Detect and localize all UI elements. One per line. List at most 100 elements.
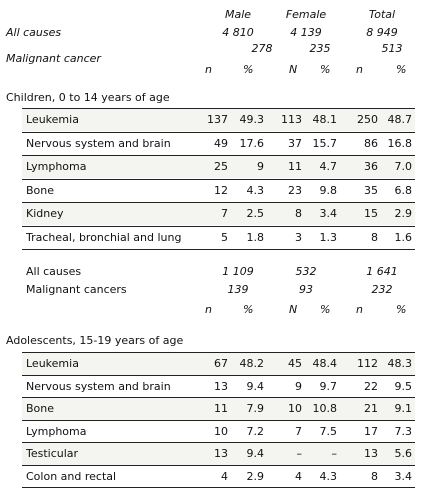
malignant-male: 278 <box>251 42 273 55</box>
row-value: 15 <box>364 207 378 220</box>
row-value: 9 <box>295 379 302 393</box>
mid-malignant-label: Malignant cancers <box>26 283 127 296</box>
row-value: 11 <box>214 402 228 415</box>
row-value: 5.6 <box>394 447 413 460</box>
row-value: 8 <box>371 469 378 483</box>
all-causes-female: 4 139 <box>290 26 322 39</box>
row-value: 48.3 <box>387 357 413 370</box>
row-value: 16.8 <box>387 136 413 150</box>
row-value: 23 <box>288 183 302 197</box>
row-value: 8 <box>371 230 378 244</box>
row-value: 9 <box>257 160 264 173</box>
row-value: 9.5 <box>394 379 413 393</box>
row-value: 13 <box>214 379 228 393</box>
male-header: Male <box>224 8 252 21</box>
row-value: 48.2 <box>239 357 265 370</box>
row-label: Testicular <box>26 447 79 460</box>
row-value: 22 <box>364 379 378 393</box>
col-pct-total: % <box>396 63 407 76</box>
row-value: 49 <box>214 136 228 150</box>
row-value: 4.7 <box>319 160 338 173</box>
row-value: 8 <box>295 207 302 220</box>
malignant-female: 235 <box>309 42 331 55</box>
table-row <box>22 109 415 131</box>
row-label: Bone <box>26 402 55 415</box>
mid-col-n-total: n <box>356 303 363 316</box>
row-value: 9.1 <box>394 402 413 415</box>
row-value: 13 <box>364 447 378 460</box>
row-label: Bone <box>26 183 55 197</box>
row-divider <box>22 178 415 180</box>
row-divider <box>22 155 415 156</box>
row-label: Lymphoma <box>26 160 87 173</box>
row-value: 9.4 <box>246 379 265 393</box>
row-value: 9.4 <box>246 447 265 460</box>
row-value: 49.3 <box>239 113 265 126</box>
row-value: 6.8 <box>394 183 413 197</box>
row-divider <box>22 374 415 376</box>
mid-malignant-total: 232 <box>371 283 393 296</box>
row-value: 35 <box>364 183 378 197</box>
row-value: 7.5 <box>319 424 338 438</box>
row-value: 1.3 <box>319 230 338 244</box>
row-value: 21 <box>364 402 378 415</box>
row-value: 5 <box>221 230 228 244</box>
row-value: 10 <box>214 424 228 438</box>
malignant-label: Malignant cancer <box>6 52 101 65</box>
row-label: Nervous system and brain <box>26 379 171 393</box>
row-label: Kidney <box>26 207 64 220</box>
mid-all-causes-label: All causes <box>26 265 82 278</box>
row-value: 7.3 <box>394 424 413 438</box>
row-value: 7.9 <box>246 402 265 415</box>
table-row <box>22 398 415 420</box>
mid-col-pct-male: % <box>243 303 254 316</box>
row-divider <box>22 464 415 466</box>
row-value: – <box>331 447 338 460</box>
row-value: 2.9 <box>394 207 413 220</box>
row-value: 9.7 <box>319 379 338 393</box>
row-divider <box>22 419 415 421</box>
mid-malignant-male: 139 <box>227 283 249 296</box>
col-pct-female: % <box>320 63 331 76</box>
mid-col-n-male: n <box>205 303 212 316</box>
table-row <box>22 156 415 178</box>
adolescents-section-title: Adolescents, 15-19 years of age <box>6 334 184 347</box>
row-value: 137 <box>207 113 228 126</box>
col-n-total: n <box>356 63 363 76</box>
row-value: 113 <box>281 113 302 126</box>
row-value: 48.1 <box>312 113 338 126</box>
row-label: Colon and rectal <box>26 469 117 483</box>
row-label: Nervous system and brain <box>26 136 171 150</box>
malignant-total: 513 <box>381 42 403 55</box>
children-top-rule <box>22 108 415 109</box>
mid-all-causes-male: 1 109 <box>222 265 254 278</box>
all-causes-label: All causes <box>6 26 62 39</box>
row-value: 112 <box>357 357 378 370</box>
row-divider <box>22 442 415 443</box>
row-value: 37 <box>288 136 302 150</box>
row-value: 3.4 <box>394 469 413 483</box>
all-causes-total: 8 949 <box>366 26 398 39</box>
row-value: 7 <box>221 207 228 220</box>
mid-all-causes-female: 532 <box>295 265 317 278</box>
row-value: 12 <box>214 183 228 197</box>
row-value: 11 <box>288 160 302 173</box>
row-divider <box>22 202 415 203</box>
row-value: 9.8 <box>319 183 338 197</box>
row-value: 250 <box>357 113 378 126</box>
table-row <box>22 353 415 375</box>
adolescents-top-rule <box>22 352 415 353</box>
col-pct-male: % <box>243 63 254 76</box>
mid-col-n-female: N <box>289 303 298 316</box>
row-value: 3.4 <box>319 207 338 220</box>
female-header: Female <box>285 8 327 21</box>
row-value: 1.6 <box>394 230 413 244</box>
col-n-female: N <box>289 63 298 76</box>
row-divider <box>22 249 415 250</box>
row-value: 36 <box>364 160 378 173</box>
table-row <box>22 203 415 225</box>
row-value: 48.7 <box>387 113 413 126</box>
row-value: 4 <box>221 469 228 483</box>
row-label: Leukemia <box>26 113 79 126</box>
row-value: 48.4 <box>312 357 338 370</box>
